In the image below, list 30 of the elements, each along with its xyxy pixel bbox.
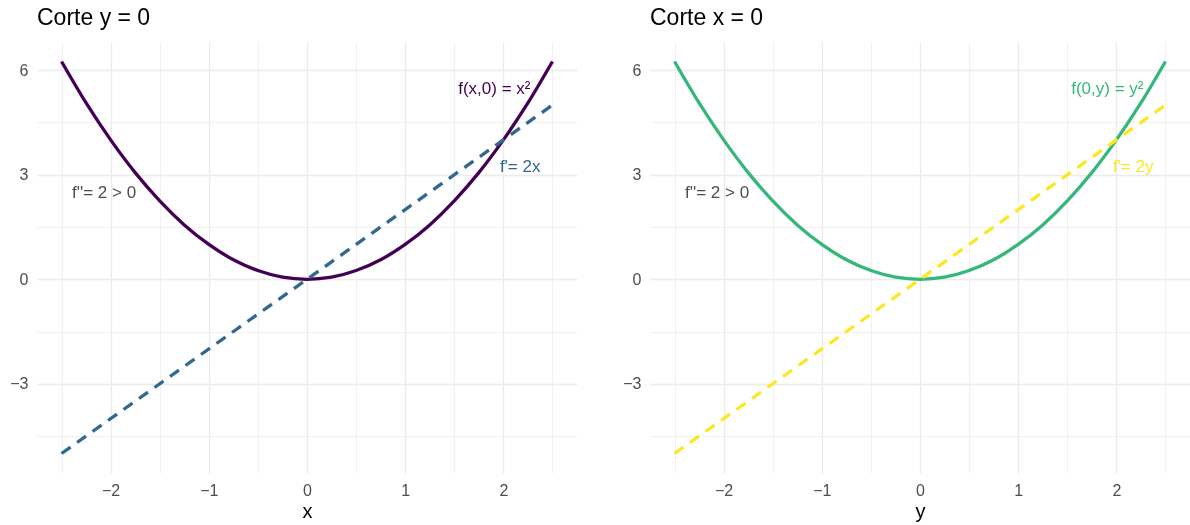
y-tick-label: 6 — [632, 61, 642, 79]
x-axis-title: y — [915, 499, 926, 522]
x-tick-label: 2 — [1112, 481, 1122, 499]
chart-title: Corte x = 0 — [650, 4, 764, 30]
annotation: f''= 2 > 0 — [72, 183, 137, 202]
y-tick-label: 0 — [19, 270, 29, 288]
x-tick-label: 0 — [303, 481, 313, 499]
series-label: f(0,y) = y² — [1071, 78, 1144, 98]
chart-title: Corte y = 0 — [37, 4, 151, 30]
x-tick-label: −1 — [200, 481, 219, 499]
y-tick-label: 0 — [632, 270, 642, 288]
x-tick-label: −2 — [715, 481, 734, 499]
series-label: f'= 2x — [499, 157, 541, 177]
y-tick-label: −3 — [623, 375, 642, 393]
y-tick-label: 6 — [19, 61, 29, 79]
x-tick-label: −2 — [102, 481, 121, 499]
x-tick-label: 0 — [916, 481, 926, 499]
x-tick-label: 1 — [1014, 481, 1024, 499]
y-tick-label: −3 — [10, 375, 29, 393]
x-tick-label: 2 — [499, 481, 509, 499]
line-series — [672, 59, 1168, 281]
y-tick-label: 3 — [632, 166, 642, 184]
x-axis-title: x — [302, 499, 313, 522]
y-tick-label: 3 — [19, 166, 29, 184]
x-tick-label: −1 — [813, 481, 832, 499]
series-label: f(x,0) = x² — [458, 78, 531, 98]
series-label: f'= 2y — [1112, 157, 1154, 177]
line-series — [59, 59, 555, 281]
annotation: f''= 2 > 0 — [685, 183, 750, 202]
x-tick-label: 1 — [401, 481, 411, 499]
